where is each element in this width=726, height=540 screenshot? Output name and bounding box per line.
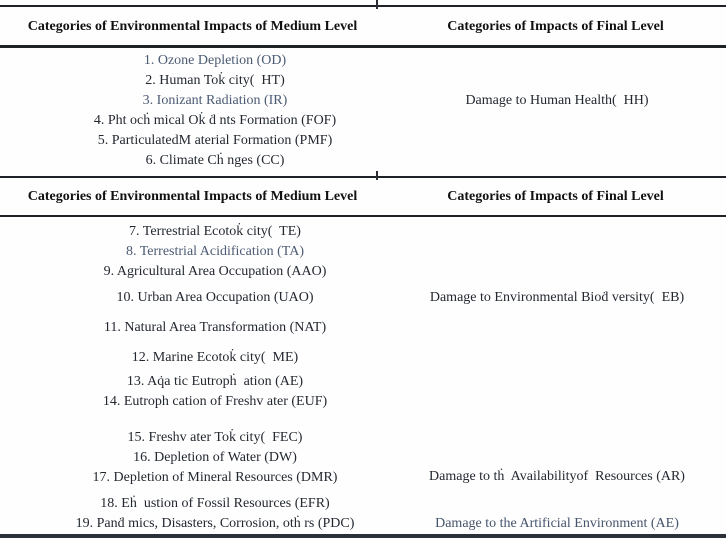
section-divider-rule [0, 176, 726, 178]
impact-item-12: 12. Marine Ecotok̇ city( ME) [131, 350, 299, 365]
impact-item-17: 17. Depletion of Mineral Resources (DMR) [92, 470, 338, 485]
impact-item-14: 14. Eutroph cation of Freshv ater (EUF) [102, 394, 328, 409]
table-header-band-1: Categories of Environmental Impacts of M… [0, 7, 726, 45]
impact-item-7: 7. Terrestrial Ecotok̇ city( TE) [129, 224, 301, 239]
table-header-band-2: Categories of Environmental Impacts of M… [0, 178, 726, 215]
final-impact-human-health: Damage to Human Health( HH) [465, 93, 649, 108]
final-impact-biodiversity: Damage to Environmental Bioḋ versity( EB… [429, 290, 685, 305]
impact-item-1: 1. Ozone Depletion (OD) [143, 53, 287, 68]
medium-impacts-section-1: 1. Ozone Depletion (OD) 2. Human Tok̇ ci… [0, 48, 430, 171]
impact-item-10: 10. Urban Area Occupation (UAO) [116, 290, 314, 305]
impact-item-15: 15. Freshv ater Tok̇ city( FEC) [127, 430, 303, 445]
impact-item-16: 16. Depletion of Water (DW) [133, 450, 297, 465]
medium-level-header-label: Categories of Environmental Impacts of M… [27, 18, 358, 34]
column-divider-tick-top [376, 0, 378, 9]
final-impact-artificial-environment: Damage to the Artificial Environment (AE… [435, 516, 679, 531]
final-level-header-label: Categories of Impacts of Final Level [447, 18, 664, 34]
final-level-header-cell-2: Categories of Impacts of Final Level [385, 178, 726, 215]
impact-item-9: 9. Agricultural Area Occupation (AAO) [103, 264, 327, 279]
medium-level-header-cell-2: Categories of Environmental Impacts of M… [0, 178, 385, 215]
impact-item-5: 5. ParticulatedM aterial Formation (PMF) [97, 133, 333, 148]
final-impact-resources: Damage to tḣ Availabilityof Resources (A… [429, 469, 685, 484]
header-bottom-rule-2 [0, 215, 726, 217]
medium-level-header-cell: Categories of Environmental Impacts of M… [0, 7, 385, 45]
final-level-header-label-2: Categories of Impacts of Final Level [447, 189, 664, 204]
impact-item-2: 2. Human Tok̇ city( HT) [145, 73, 285, 88]
impact-item-3: 3. Ionizant Radiation (IR) [142, 93, 288, 108]
impact-item-6: 6. Climate Cḣ nges (CC) [145, 153, 285, 168]
header-bottom-rule-1 [0, 45, 726, 48]
column-divider-tick-mid [376, 171, 378, 180]
impact-item-11: 11. Natural Area Transformation (NAT) [103, 320, 327, 335]
final-level-header-cell: Categories of Impacts of Final Level [385, 7, 726, 45]
bottom-rule [0, 534, 726, 538]
impact-item-8: 8. Terrestrial Acidification (TA) [125, 244, 305, 259]
impact-item-13: 13. Aq̇a tic Eutropḣ ation (AE) [126, 374, 304, 389]
impact-item-4: 4. Pht ocḣ mical Ok̇ ḋ nts Formation (FO… [93, 113, 337, 128]
top-rule [0, 5, 726, 7]
medium-impacts-section-2: 7. Terrestrial Ecotok̇ city( TE) 8. Terr… [0, 217, 430, 534]
impact-item-19: 19. Panḋ mics, Disasters, Corrosion, otḣ… [75, 516, 355, 531]
medium-level-header-label-2: Categories of Environmental Impacts of M… [27, 189, 358, 204]
impact-item-18: 18. Eḣ ustion of Fossil Resources (EFR) [100, 496, 330, 511]
